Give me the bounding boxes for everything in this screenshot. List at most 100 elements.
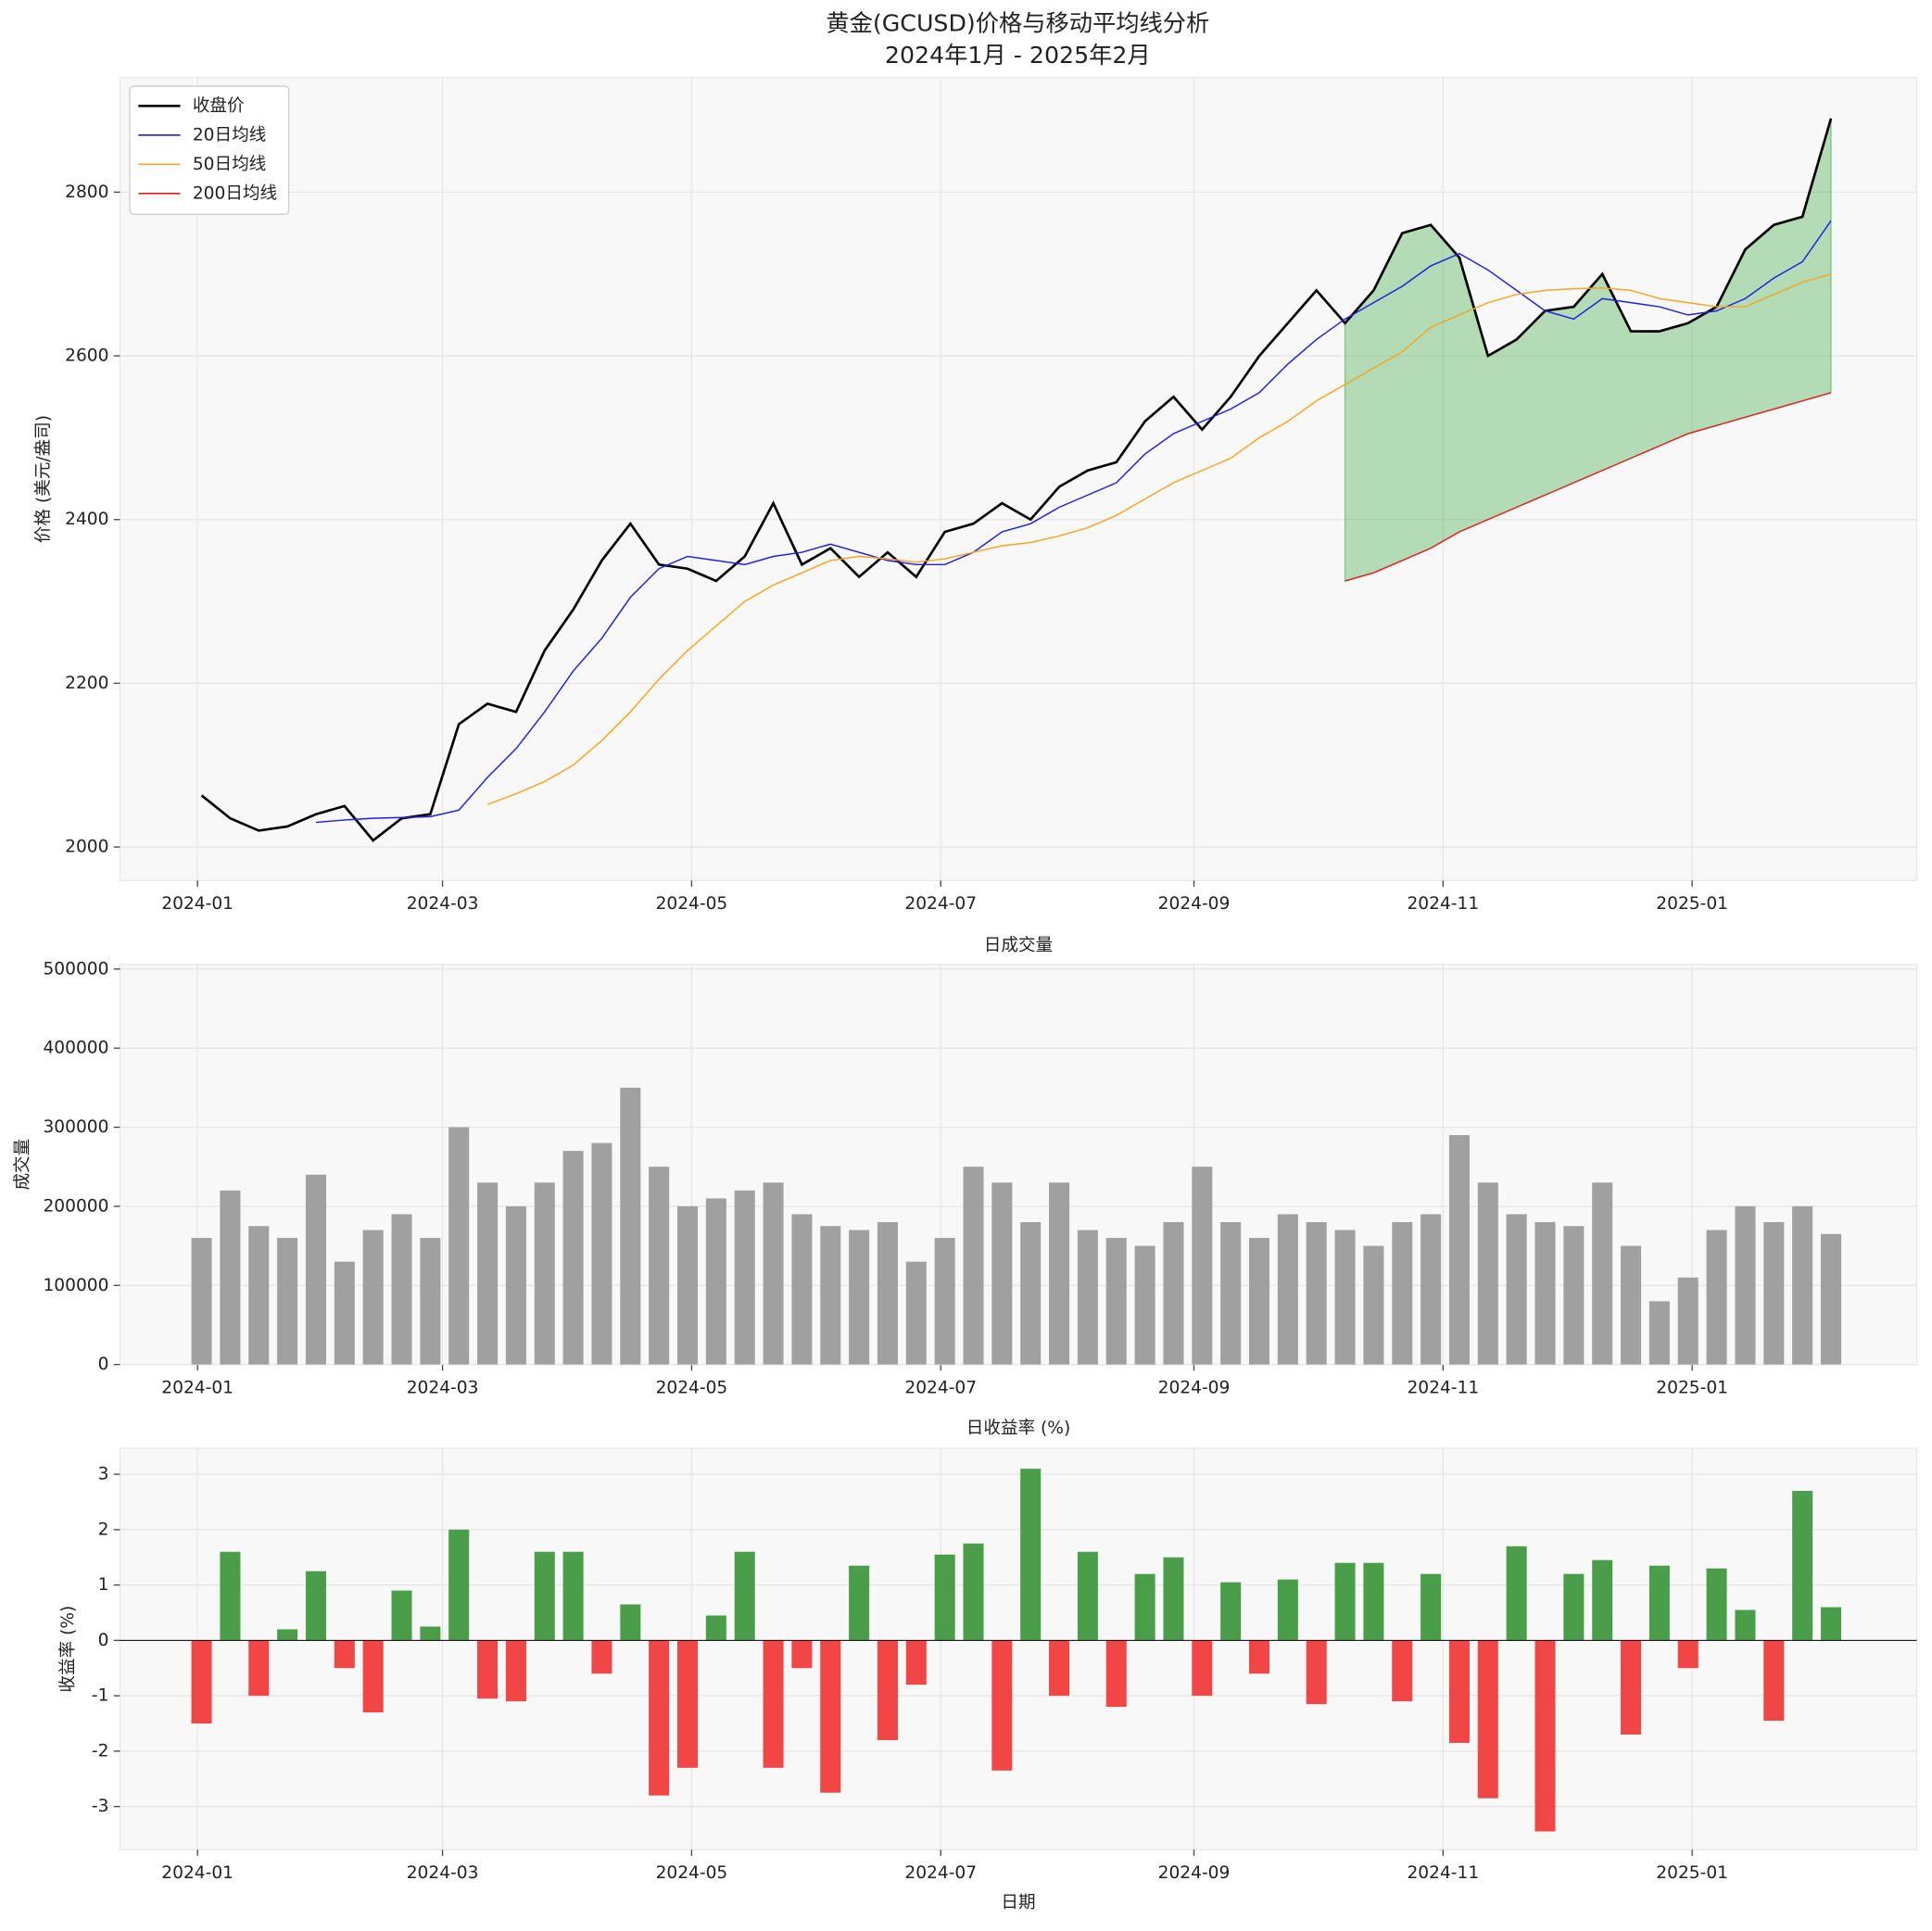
bar <box>620 1087 641 1365</box>
bar <box>1192 1167 1213 1365</box>
bar <box>420 1238 441 1365</box>
x-tick-label: 2024-07 <box>904 1863 977 1883</box>
x-tick-label: 2024-01 <box>161 1863 234 1883</box>
x-tick-label: 2025-01 <box>1656 1863 1728 1883</box>
bar <box>1820 1233 1842 1365</box>
bar <box>763 1182 784 1365</box>
bar <box>277 1238 298 1365</box>
bar <box>877 1640 898 1740</box>
bar <box>905 1640 927 1685</box>
x-tick-label: 2024-09 <box>1158 1378 1231 1397</box>
x-tick-label: 2024-09 <box>1158 894 1231 914</box>
bar <box>1105 1640 1127 1708</box>
x-tick-label: 2024-11 <box>1407 894 1479 914</box>
bar <box>1506 1214 1527 1365</box>
y-tick-label: 2200 <box>65 674 108 693</box>
bar <box>1706 1568 1727 1641</box>
bar <box>1392 1640 1413 1702</box>
panel-title: 日收益率 (%) <box>966 1419 1070 1438</box>
bar <box>963 1543 984 1641</box>
bar <box>1163 1221 1184 1365</box>
bar <box>1421 1573 1442 1641</box>
x-tick-label: 2024-05 <box>656 1378 728 1397</box>
x-tick-label: 2024-09 <box>1158 1863 1231 1883</box>
bar <box>505 1205 526 1365</box>
bar <box>1448 1640 1470 1743</box>
bar <box>448 1529 470 1641</box>
bar <box>1220 1582 1242 1641</box>
x-tick-label: 2024-11 <box>1407 1863 1479 1883</box>
bar <box>1105 1238 1127 1365</box>
bar <box>1735 1609 1756 1641</box>
bar <box>534 1551 555 1641</box>
bar <box>1648 1565 1670 1641</box>
bar <box>1706 1230 1727 1365</box>
bar <box>1392 1221 1413 1365</box>
bar <box>820 1226 841 1365</box>
bar <box>505 1640 526 1702</box>
bar <box>1763 1221 1785 1365</box>
plot-area <box>119 77 1918 881</box>
bar <box>1334 1562 1356 1641</box>
bar <box>191 1238 212 1365</box>
bar <box>1477 1182 1498 1365</box>
bar <box>1820 1607 1842 1641</box>
bar <box>649 1167 670 1365</box>
panel-title: 日成交量 <box>984 936 1053 955</box>
legend-label: 20日均线 <box>193 125 266 145</box>
bar <box>1563 1226 1585 1365</box>
bar <box>763 1640 784 1768</box>
bar <box>820 1640 841 1793</box>
bar <box>620 1604 641 1641</box>
bar <box>277 1629 298 1641</box>
bar <box>362 1640 384 1713</box>
bar <box>1134 1573 1155 1641</box>
x-tick-label: 2025-01 <box>1656 1378 1728 1397</box>
bar <box>1277 1579 1298 1641</box>
bar <box>1192 1640 1213 1697</box>
bar <box>1077 1230 1098 1365</box>
bar <box>1248 1238 1270 1365</box>
bar <box>905 1261 927 1365</box>
bar <box>391 1214 412 1365</box>
bar <box>334 1640 355 1669</box>
x-tick-label: 2024-07 <box>904 894 977 914</box>
y-tick-label: 0 <box>98 1631 109 1650</box>
bar <box>1248 1640 1270 1674</box>
y-tick-label: 3 <box>98 1465 109 1484</box>
bar <box>1621 1245 1642 1365</box>
x-axis-label: 日期 <box>1001 1893 1035 1912</box>
bar <box>562 1151 584 1365</box>
y-tick-label: 500000 <box>43 959 108 978</box>
x-tick-label: 2024-03 <box>407 894 479 914</box>
bar <box>1677 1277 1698 1365</box>
bar <box>649 1640 670 1796</box>
bar <box>734 1190 755 1365</box>
bar <box>1735 1205 1756 1365</box>
bar <box>1277 1214 1298 1365</box>
bar <box>1677 1640 1698 1669</box>
y-tick-label: 2600 <box>65 347 108 366</box>
bar <box>305 1571 326 1641</box>
bar <box>991 1640 1013 1771</box>
bar <box>991 1182 1013 1365</box>
bar <box>791 1640 813 1669</box>
x-tick-label: 2025-01 <box>1656 894 1728 914</box>
bar <box>734 1551 755 1641</box>
plot-area <box>119 1447 1918 1850</box>
series-line <box>200 118 1833 842</box>
bar <box>1363 1245 1384 1365</box>
series-line <box>1345 392 1832 582</box>
bar <box>849 1565 870 1641</box>
bar <box>391 1590 412 1641</box>
bar <box>220 1190 241 1365</box>
bar <box>362 1230 384 1365</box>
x-tick-label: 2024-05 <box>656 1863 728 1883</box>
bar <box>220 1551 241 1641</box>
x-tick-label: 2024-11 <box>1407 1378 1479 1397</box>
bar <box>1306 1640 1327 1705</box>
chart-subtitle: 2024年1月 - 2025年2月 <box>885 42 1151 69</box>
bar <box>1334 1230 1356 1365</box>
bar <box>1534 1221 1556 1365</box>
